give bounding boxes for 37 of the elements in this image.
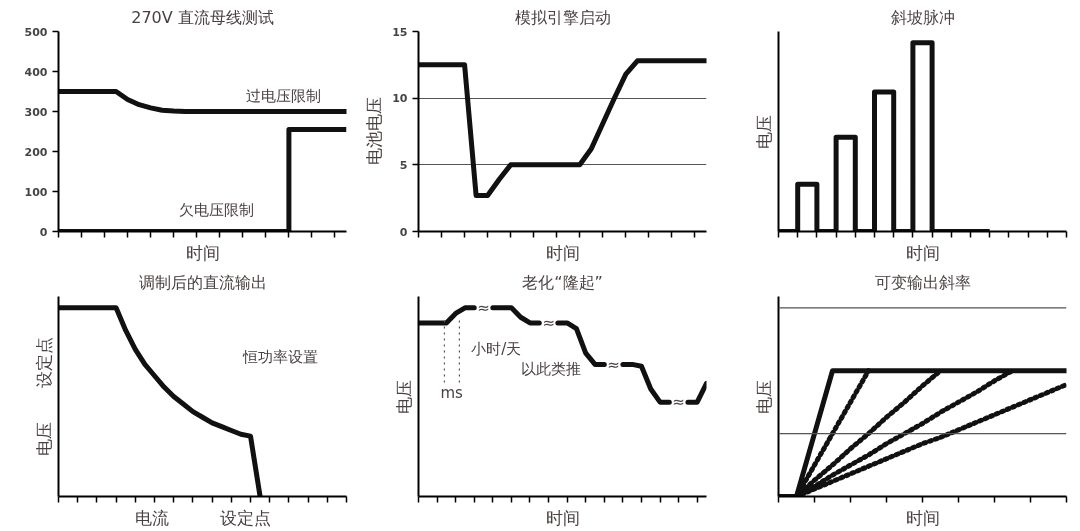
y-axis-title: 电压 bbox=[753, 114, 774, 149]
y-tick-label: 10 bbox=[392, 92, 408, 106]
y-tick-label: 500 bbox=[24, 25, 48, 39]
chart-title: 可变输出斜率 bbox=[874, 272, 971, 292]
y-axis-title: 电池电压 bbox=[364, 97, 385, 166]
x-axis-title: 时间 bbox=[545, 242, 580, 263]
chart-title: 老化“隆起” bbox=[522, 272, 603, 292]
annotation: 恒功率设置 bbox=[241, 347, 318, 366]
chart-title: 调制后的直流输出 bbox=[138, 272, 267, 292]
x-axis-title: 时间 bbox=[905, 507, 940, 528]
chart-title: 斜坡脉冲 bbox=[890, 7, 955, 27]
chart-title: 270V 直流母线测试 bbox=[131, 7, 274, 27]
y-axis-title: 电压 bbox=[753, 379, 774, 414]
y-axis-title: 电压 bbox=[393, 379, 414, 414]
annotation: ≈ bbox=[477, 298, 490, 317]
y-tick-label: 400 bbox=[24, 65, 48, 79]
y-tick-label: 0 bbox=[399, 225, 408, 239]
x-axis-title: 时间 bbox=[545, 507, 580, 528]
annotation: 小时/天 bbox=[471, 339, 522, 358]
annotation: 以此类推 bbox=[520, 359, 581, 378]
x-axis-title: 电流 设定点 bbox=[134, 507, 271, 528]
y-tick-label: 300 bbox=[24, 105, 48, 119]
y-tick-label: 0 bbox=[39, 225, 48, 239]
annotation: ≈ bbox=[607, 356, 620, 375]
annotation: ≈ bbox=[542, 314, 555, 333]
y-tick-label: 15 bbox=[392, 25, 408, 39]
annotation: 欠电压限制 bbox=[179, 200, 255, 219]
chart-title: 模拟引擎启动 bbox=[514, 7, 611, 27]
x-axis-title: 时间 bbox=[185, 242, 220, 263]
y-tick-label: 200 bbox=[24, 145, 48, 159]
y-axis-title: 电压 设定点 bbox=[33, 337, 54, 456]
annotation: 过电压限制 bbox=[245, 86, 321, 105]
annotation: ≈ bbox=[672, 392, 685, 411]
y-tick-label: 100 bbox=[24, 185, 48, 199]
annotation: ms bbox=[440, 383, 464, 402]
x-axis-title: 时间 bbox=[905, 242, 940, 263]
y-tick-label: 5 bbox=[399, 158, 408, 172]
